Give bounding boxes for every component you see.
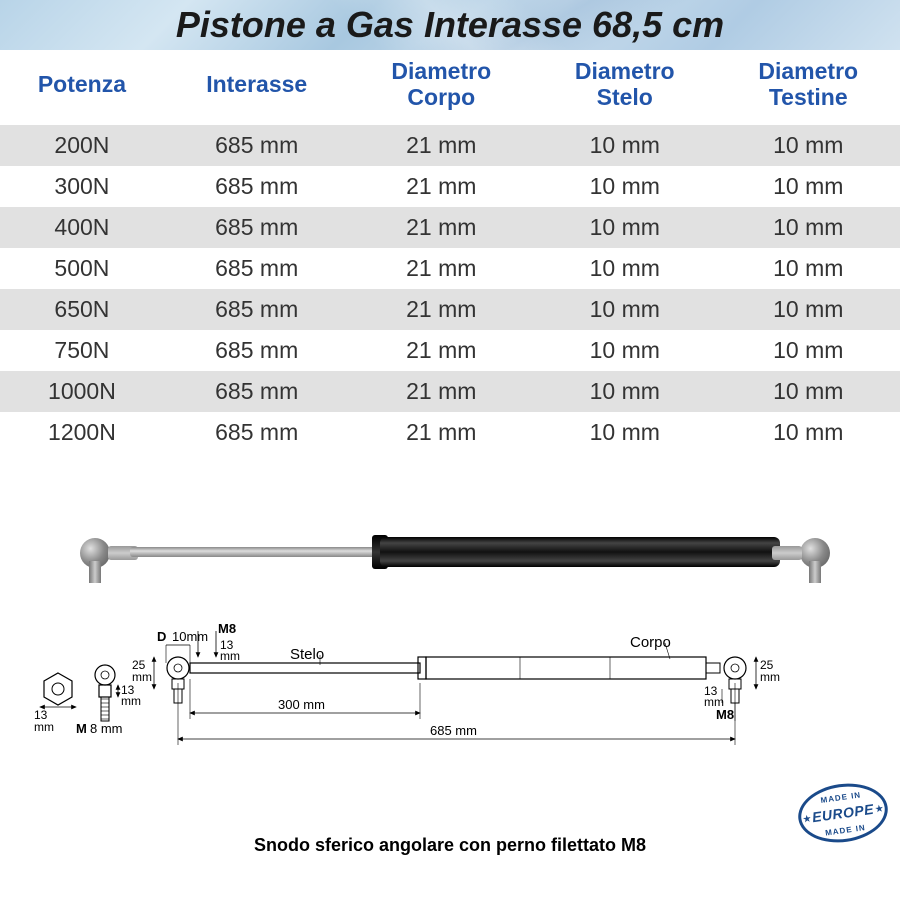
table-cell: 10 mm bbox=[716, 166, 900, 207]
table-cell: 10 mm bbox=[533, 125, 716, 166]
strut-body bbox=[380, 537, 780, 567]
col-interasse: Interasse bbox=[164, 50, 350, 125]
table-cell: 400N bbox=[0, 207, 164, 248]
page-title: Pistone a Gas Interasse 68,5 cm bbox=[0, 0, 900, 50]
table-header-row: Potenza Interasse DiametroCorpo Diametro… bbox=[0, 50, 900, 125]
col-potenza: Potenza bbox=[0, 50, 164, 125]
table-cell: 500N bbox=[0, 248, 164, 289]
table-cell: 1200N bbox=[0, 412, 164, 453]
col-diametro-corpo: DiametroCorpo bbox=[350, 50, 533, 125]
table-cell: 685 mm bbox=[164, 289, 350, 330]
d-value: 10mm bbox=[172, 629, 208, 644]
corpo-label: Corpo bbox=[630, 634, 671, 651]
table-row: 300N685 mm21 mm10 mm10 mm bbox=[0, 166, 900, 207]
strut-rod bbox=[130, 547, 390, 557]
star-icon: ★ bbox=[874, 803, 884, 815]
ball-joint-left-icon bbox=[80, 533, 130, 573]
dim-mm-label: mm bbox=[34, 720, 54, 734]
d-label: D bbox=[157, 629, 166, 644]
diagram-caption: Snodo sferico angolare con perno filetta… bbox=[0, 835, 900, 856]
table-cell: 685 mm bbox=[164, 412, 350, 453]
table-row: 400N685 mm21 mm10 mm10 mm bbox=[0, 207, 900, 248]
gas-strut-photo bbox=[60, 523, 850, 583]
table-cell: 10 mm bbox=[533, 412, 716, 453]
dim-mmb-label: mm bbox=[121, 694, 141, 708]
col-diametro-testine: DiametroTestine bbox=[716, 50, 900, 125]
dim-685: 685 mm bbox=[430, 723, 477, 738]
table-row: 1200N685 mm21 mm10 mm10 mm bbox=[0, 412, 900, 453]
m8-top-label: M8 bbox=[218, 623, 236, 636]
table-cell: 685 mm bbox=[164, 248, 350, 289]
table-cell: 10 mm bbox=[716, 371, 900, 412]
table-cell: 685 mm bbox=[164, 166, 350, 207]
table-cell: 21 mm bbox=[350, 207, 533, 248]
table-cell: 21 mm bbox=[350, 412, 533, 453]
table-cell: 21 mm bbox=[350, 330, 533, 371]
table-row: 750N685 mm21 mm10 mm10 mm bbox=[0, 330, 900, 371]
table-cell: 10 mm bbox=[533, 166, 716, 207]
table-cell: 1000N bbox=[0, 371, 164, 412]
col-diametro-stelo: DiametroStelo bbox=[533, 50, 716, 125]
table-row: 650N685 mm21 mm10 mm10 mm bbox=[0, 289, 900, 330]
m8-right: M8 bbox=[716, 707, 734, 722]
table-row: 500N685 mm21 mm10 mm10 mm bbox=[0, 248, 900, 289]
table-cell: 10 mm bbox=[533, 207, 716, 248]
table-cell: 685 mm bbox=[164, 125, 350, 166]
table-cell: 10 mm bbox=[716, 125, 900, 166]
table-cell: 10 mm bbox=[533, 330, 716, 371]
m-label: M bbox=[76, 721, 87, 736]
table-cell: 21 mm bbox=[350, 166, 533, 207]
table-cell: 685 mm bbox=[164, 207, 350, 248]
table-row: 200N685 mm21 mm10 mm10 mm bbox=[0, 125, 900, 166]
specs-table: Potenza Interasse DiametroCorpo Diametro… bbox=[0, 50, 900, 453]
table-cell: 10 mm bbox=[716, 248, 900, 289]
diagram-area: 13 mm 13 mm M bbox=[0, 453, 900, 868]
table-cell: 10 mm bbox=[533, 289, 716, 330]
table-cell: 685 mm bbox=[164, 330, 350, 371]
table-cell: 300N bbox=[0, 166, 164, 207]
table-cell: 650N bbox=[0, 289, 164, 330]
table-cell: 10 mm bbox=[533, 371, 716, 412]
table-cell: 685 mm bbox=[164, 371, 350, 412]
m-value: 8 mm bbox=[90, 721, 123, 736]
table-cell: 200N bbox=[0, 125, 164, 166]
table-cell: 21 mm bbox=[350, 125, 533, 166]
table-cell: 10 mm bbox=[533, 248, 716, 289]
star-icon: ★ bbox=[802, 813, 812, 825]
technical-drawing: 13 mm 13 mm M bbox=[20, 623, 880, 823]
stelo-label: Stelo bbox=[290, 646, 324, 663]
table-cell: 21 mm bbox=[350, 248, 533, 289]
table-cell: 21 mm bbox=[350, 289, 533, 330]
dim-mmc: mm bbox=[220, 649, 240, 663]
made-in-europe-badge: MADE IN EUROPE MADE IN ★ ★ bbox=[798, 778, 888, 848]
ball-joint-right-icon bbox=[780, 533, 830, 573]
table-row: 1000N685 mm21 mm10 mm10 mm bbox=[0, 371, 900, 412]
table-cell: 10 mm bbox=[716, 330, 900, 371]
dim-mm25: mm bbox=[132, 670, 152, 684]
table-cell: 750N bbox=[0, 330, 164, 371]
table-cell: 10 mm bbox=[716, 207, 900, 248]
table-cell: 10 mm bbox=[716, 289, 900, 330]
table-cell: 21 mm bbox=[350, 371, 533, 412]
table-cell: 10 mm bbox=[716, 412, 900, 453]
title-banner: Pistone a Gas Interasse 68,5 cm bbox=[0, 0, 900, 50]
dim-300: 300 mm bbox=[278, 697, 325, 712]
dim-mm25r: mm bbox=[760, 670, 780, 684]
